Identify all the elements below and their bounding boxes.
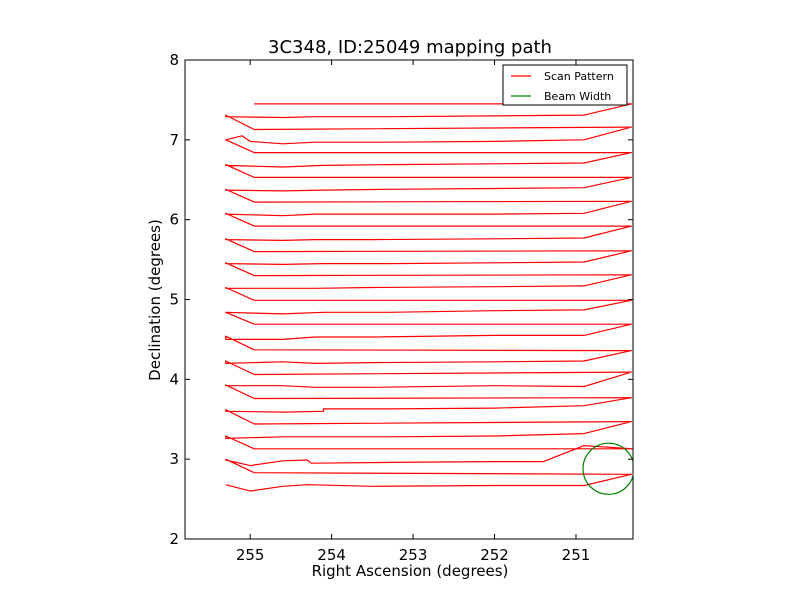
y-tick-label: 3 — [169, 450, 179, 468]
x-tick-label: 255 — [236, 546, 265, 564]
y-tick-label: 4 — [169, 370, 179, 388]
x-tick-label: 251 — [562, 546, 591, 564]
y-tick-label: 8 — [169, 51, 179, 69]
y-axis-label: Declination (degrees) — [146, 219, 164, 381]
chart-title: 3C348, ID:25049 mapping path — [268, 37, 552, 58]
legend-label-scan-pattern: Scan Pattern — [544, 70, 614, 83]
scan-pattern-line — [225, 103, 633, 492]
x-tick-label: 253 — [399, 546, 428, 564]
legend-box — [502, 64, 628, 106]
x-axis-label: Right Ascension (degrees) — [312, 562, 509, 580]
y-tick-label: 2 — [169, 530, 179, 548]
y-tick-label: 5 — [169, 291, 179, 309]
legend: Scan Pattern Beam Width — [502, 64, 628, 106]
y-tick-label: 6 — [169, 211, 179, 229]
x-tick-label: 254 — [317, 546, 346, 564]
beam-width-circle — [582, 442, 633, 495]
x-tick-label: 252 — [480, 546, 509, 564]
x-axis-ticks: 255 254 253 252 251 — [236, 60, 590, 564]
legend-label-beam-width: Beam Width — [544, 90, 611, 103]
y-tick-label: 7 — [169, 131, 179, 149]
plot-frame — [184, 59, 634, 540]
